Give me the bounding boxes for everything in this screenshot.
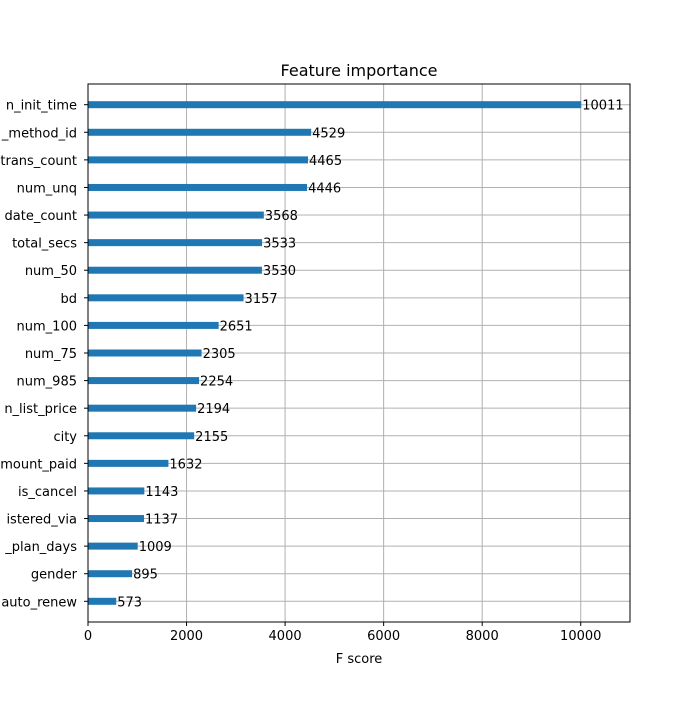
bar <box>88 487 145 495</box>
value-label: 1143 <box>145 485 178 500</box>
bar <box>88 404 197 412</box>
x-tick-label: 10000 <box>560 629 601 644</box>
value-label: 4446 <box>308 181 341 196</box>
bar <box>88 128 312 136</box>
value-label: 2651 <box>220 319 253 334</box>
value-label: 1632 <box>169 457 202 472</box>
bar <box>88 349 202 357</box>
value-label: 1009 <box>139 540 172 555</box>
category-label: num_100 <box>17 319 77 334</box>
x-tick-label: 6000 <box>367 629 400 644</box>
category-label: bd <box>60 292 77 307</box>
bar <box>88 156 309 164</box>
category-label: num_50 <box>25 264 77 279</box>
bar <box>88 597 117 605</box>
value-label: 3530 <box>263 264 296 279</box>
bar <box>88 570 133 578</box>
tick-layer <box>84 104 582 626</box>
chart-title: Feature importance <box>281 61 438 80</box>
category-label: trans_count <box>0 154 77 169</box>
bar <box>88 321 219 329</box>
value-label: 573 <box>117 595 142 610</box>
value-label: 10011 <box>582 99 623 114</box>
bar <box>88 294 244 302</box>
category-label: mount_paid <box>0 457 77 472</box>
value-label: 2194 <box>197 402 230 417</box>
bar <box>88 542 138 550</box>
x-tick-label: 2000 <box>170 629 203 644</box>
category-label: num_75 <box>25 347 77 362</box>
category-label: num_985 <box>17 375 77 390</box>
value-label: 3568 <box>265 209 298 224</box>
bar <box>88 432 195 440</box>
label-layer: 0 2000 4000 6000 8000 10000 n_init_time 10011 _m… <box>0 99 623 644</box>
value-label: 4529 <box>312 126 345 141</box>
category-label: _method_id <box>1 126 77 141</box>
category-label: gender <box>31 568 78 583</box>
x-tick-label: 0 <box>84 629 92 644</box>
category-label: n_list_price <box>4 402 77 417</box>
category-label: is_cancel <box>18 485 77 500</box>
bar-layer <box>88 101 582 605</box>
category-label: n_init_time <box>6 99 77 114</box>
category-label: num_unq <box>17 181 77 196</box>
category-label: date_count <box>5 209 78 224</box>
category-label: total_secs <box>12 237 77 252</box>
bar <box>88 101 582 109</box>
value-label: 3533 <box>263 237 296 252</box>
bar <box>88 377 200 385</box>
x-tick-label: 4000 <box>269 629 302 644</box>
x-axis-label: F score <box>336 652 383 667</box>
value-label: 3157 <box>245 292 278 307</box>
value-label: 2305 <box>203 347 236 362</box>
bar <box>88 459 169 467</box>
value-label: 1137 <box>145 513 178 528</box>
value-label: 2155 <box>195 430 228 445</box>
bar <box>88 266 262 274</box>
bar <box>88 515 145 523</box>
category-label: auto_renew <box>1 595 77 610</box>
bar <box>88 211 264 219</box>
category-label: city <box>53 430 77 445</box>
value-label: 895 <box>133 568 158 583</box>
category-label: _plan_days <box>4 540 77 555</box>
bar <box>88 239 263 247</box>
value-label: 2254 <box>200 375 233 390</box>
x-tick-label: 8000 <box>466 629 499 644</box>
value-label: 4465 <box>309 154 342 169</box>
category-label: istered_via <box>6 513 77 528</box>
bar <box>88 183 308 191</box>
